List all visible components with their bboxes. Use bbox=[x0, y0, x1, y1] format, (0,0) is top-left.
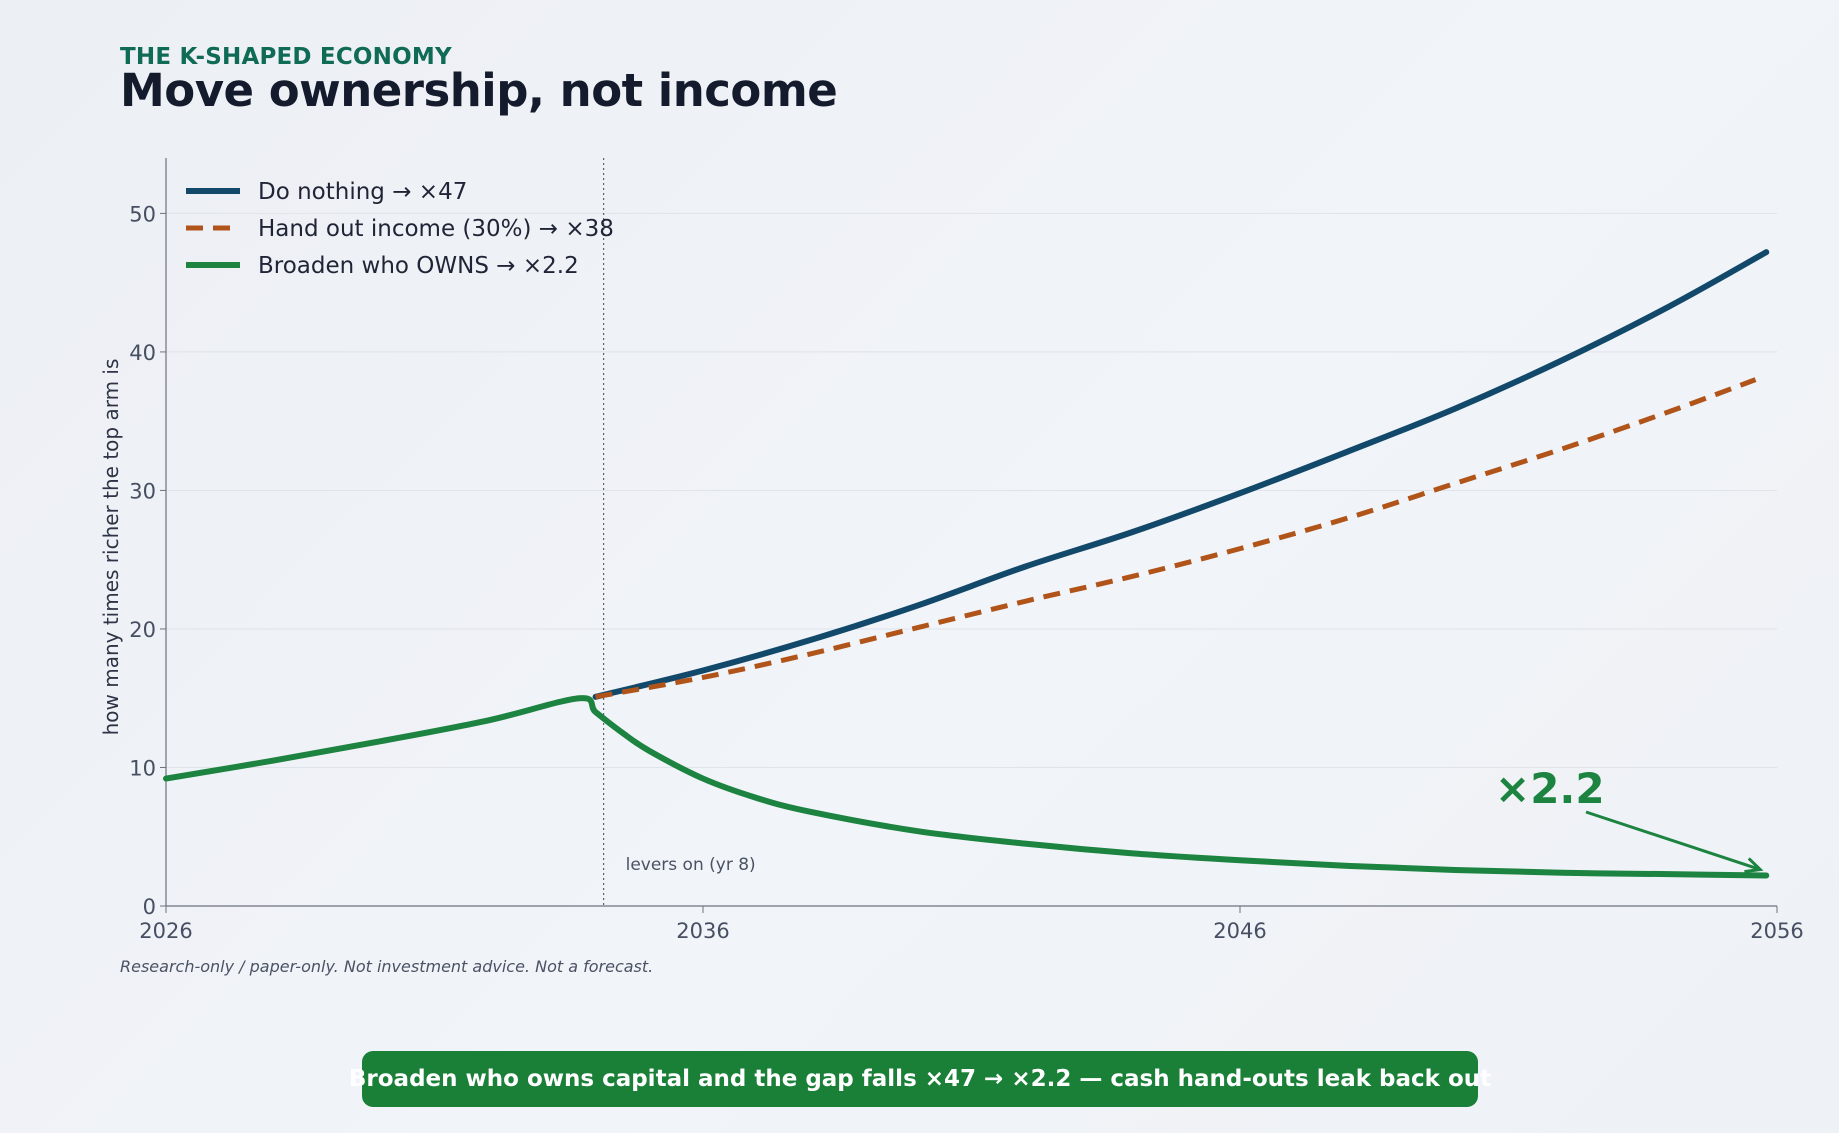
levers-label: levers on (yr 8) bbox=[626, 855, 756, 875]
summary-banner: Broaden who owns capital and the gap fal… bbox=[349, 1051, 1491, 1107]
chart-headline: Move ownership, not income bbox=[120, 64, 838, 117]
axes: 0 10 20 30 40 50 2026 2036 2046 2056 how many time… bbox=[99, 158, 1804, 943]
legend-label-2: Hand out income (30%) → ×38 bbox=[258, 216, 614, 242]
legend-label-3: Broaden who OWNS → ×2.2 bbox=[258, 253, 579, 279]
y-tick-label: 30 bbox=[129, 479, 156, 503]
y-tick-label: 0 bbox=[143, 895, 156, 919]
grid bbox=[166, 212, 1777, 768]
x-tick-label: 2036 bbox=[676, 919, 729, 943]
series-line-3 bbox=[163, 695, 1770, 879]
x-tick-label: 2046 bbox=[1213, 919, 1266, 943]
legend: Do nothing → ×47 Hand out income (30%) → … bbox=[186, 179, 614, 279]
series-group bbox=[163, 249, 1770, 879]
annotation-arrow bbox=[1585, 810, 1761, 871]
series-line-1 bbox=[592, 249, 1770, 700]
y-tick-label: 20 bbox=[129, 618, 156, 642]
series-line-2 bbox=[595, 377, 1757, 700]
chart-eyebrow: THE K-SHAPED ECONOMY bbox=[120, 44, 452, 70]
endpoint-annotation: ×2.2 bbox=[1495, 764, 1605, 813]
y-tick-label: 50 bbox=[129, 202, 156, 226]
y-tick-label: 10 bbox=[129, 756, 156, 780]
disclaimer: Research-only / paper-only. Not investme… bbox=[120, 957, 654, 976]
x-tick-label: 2056 bbox=[1750, 919, 1803, 943]
annotation-arrowhead bbox=[1744, 857, 1764, 874]
levers-marker: levers on (yr 8) bbox=[602, 158, 756, 906]
legend-label-1: Do nothing → ×47 bbox=[258, 179, 467, 205]
line-chart: 0 10 20 30 40 50 2026 2036 2046 2056 how many time… bbox=[99, 158, 1804, 943]
y-tick-label: 40 bbox=[129, 341, 156, 365]
annotation-group: ×2.2 bbox=[1495, 764, 1764, 874]
x-tick-label: 2026 bbox=[139, 919, 192, 943]
y-axis-label: how many times richer the top arm is bbox=[99, 359, 123, 736]
